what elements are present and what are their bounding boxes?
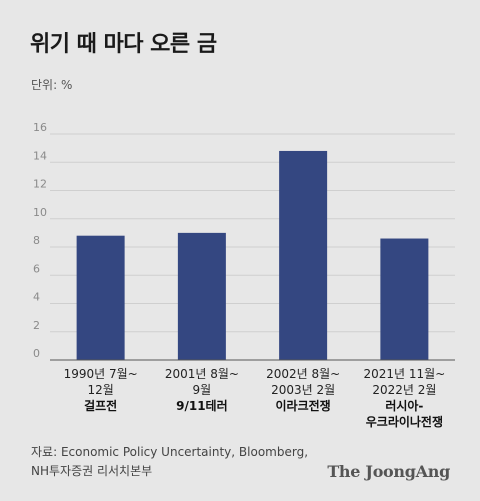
x-event-label: 러시아- <box>385 398 423 413</box>
x-tick-label: 2001년 8월~ <box>165 367 239 381</box>
chart-title: 위기 때 마다 오른 금 <box>30 32 217 57</box>
x-tick-label: 2021년 11월~ <box>363 367 445 381</box>
y-tick-label: 16 <box>33 121 47 134</box>
source-line-2: NH투자증권 리서치본부 <box>31 464 153 478</box>
y-tick-label: 4 <box>33 291 40 304</box>
x-event-label: 9/11테러 <box>176 398 228 413</box>
y-axis-ticks: 0 2 4 6 8 10 12 14 16 <box>33 121 47 360</box>
x-tick-label: 12월 <box>87 383 113 397</box>
y-tick-label: 8 <box>33 234 40 247</box>
bars <box>76 150 429 360</box>
x-event-label: 우크라이나전쟁 <box>366 414 443 429</box>
x-tick-label: 1990년 7월~ <box>64 367 138 381</box>
source-line-1: 자료: Economic Policy Uncertainty, Bloombe… <box>31 445 309 459</box>
brand-logo: The JoongAng <box>327 462 450 481</box>
bar-3 <box>279 150 328 360</box>
y-tick-label: 2 <box>33 319 40 332</box>
x-tick-label: 2022년 2월 <box>372 383 436 397</box>
x-event-label: 걸프전 <box>84 398 117 413</box>
x-tick-label: 2002년 8월~ <box>266 367 340 381</box>
y-tick-label: 6 <box>33 262 40 275</box>
y-tick-label: 10 <box>33 206 47 219</box>
x-tick-label: 9월 <box>193 383 212 397</box>
bar-4 <box>380 238 429 360</box>
x-event-label: 이라크전쟁 <box>276 398 331 413</box>
unit-label: 단위: % <box>31 78 73 92</box>
y-tick-label: 12 <box>33 178 47 191</box>
bar-2 <box>177 232 226 360</box>
y-tick-label: 0 <box>33 347 40 360</box>
y-tick-label: 14 <box>33 149 47 162</box>
x-tick-label: 2003년 2월 <box>271 383 335 397</box>
bar-1 <box>76 235 125 360</box>
source-note: 자료: Economic Policy Uncertainty, Bloombe… <box>31 443 351 481</box>
